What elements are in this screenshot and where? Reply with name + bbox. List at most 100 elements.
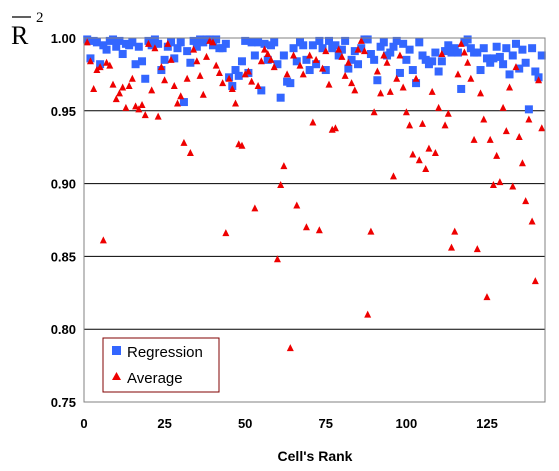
regression-point — [263, 55, 272, 64]
average-point — [257, 57, 265, 65]
regression-point — [431, 48, 440, 57]
average-point — [441, 121, 449, 129]
average-point — [86, 57, 94, 65]
average-point — [261, 45, 269, 53]
average-point — [144, 39, 152, 47]
regression-point — [457, 84, 466, 93]
regression-point — [337, 45, 346, 54]
regression-point — [183, 47, 192, 56]
y-tick-label: 0.85 — [51, 249, 76, 264]
average-point — [370, 108, 378, 116]
x-tick-label: 75 — [319, 416, 333, 431]
average-point — [209, 38, 217, 46]
regression-point — [412, 79, 421, 88]
average-point — [177, 92, 185, 100]
y-tick-label: 0.90 — [51, 177, 76, 192]
regression-point — [325, 36, 334, 45]
average-point — [122, 103, 130, 111]
regression-point — [386, 48, 395, 57]
regression-point — [518, 45, 527, 54]
regression-point — [453, 48, 462, 57]
regression-point — [537, 51, 546, 60]
average-point — [325, 80, 333, 88]
regression-point — [418, 51, 427, 60]
average-point — [483, 293, 491, 301]
regression-point — [515, 64, 524, 73]
regression-point — [463, 35, 472, 44]
regression-point — [357, 44, 366, 53]
regression-point — [305, 66, 314, 75]
tick-labels: 0.75 0.80 0.85 0.90 0.95 1.00 0 25 50 75 100 125 — [51, 31, 498, 431]
average-point — [244, 67, 252, 75]
legend-box — [102, 337, 220, 393]
regression-point — [154, 39, 163, 48]
regression-point — [363, 35, 372, 44]
average-point — [489, 181, 497, 189]
average-point — [96, 63, 104, 71]
regression-point — [334, 51, 343, 60]
regression-point — [289, 44, 298, 53]
average-point — [83, 38, 91, 46]
average-point — [132, 102, 140, 110]
regression-point — [366, 50, 375, 59]
average-point — [203, 52, 211, 60]
plot-frame — [83, 37, 546, 403]
y-tick-label: 0.80 — [51, 322, 76, 337]
x-tick-label: 100 — [396, 416, 418, 431]
average-point — [241, 70, 249, 78]
regression-point — [292, 57, 301, 66]
regression-point — [131, 60, 140, 69]
regression-point — [186, 58, 195, 67]
average-point — [509, 182, 517, 190]
average-point — [418, 119, 426, 127]
average-point — [270, 63, 278, 71]
regression-point — [312, 60, 321, 69]
average-point — [457, 39, 465, 47]
average-point — [448, 243, 456, 251]
regression-point — [167, 38, 176, 47]
regression-point — [260, 39, 269, 48]
average-point — [535, 76, 543, 84]
regression-point — [286, 79, 295, 88]
regression-point — [354, 60, 363, 69]
average-point — [196, 71, 204, 79]
regression-point — [350, 47, 359, 56]
average-point — [254, 82, 262, 90]
regression-point — [331, 41, 340, 50]
regression-point — [270, 38, 279, 47]
regression-point — [308, 41, 317, 50]
average-point — [115, 89, 123, 97]
x-tick-label: 125 — [476, 416, 498, 431]
legend: Regression Average — [102, 337, 220, 393]
regression-point — [231, 66, 240, 75]
average-point — [238, 141, 246, 149]
regression-point — [415, 38, 424, 47]
regression-point — [389, 42, 398, 51]
average-point — [199, 90, 207, 98]
y-axis-label-superscript: 2 — [36, 10, 44, 26]
average-point — [425, 144, 433, 152]
regression-point — [173, 44, 182, 53]
average-point — [470, 135, 478, 143]
regression-point — [370, 55, 379, 64]
average-point — [167, 55, 175, 63]
average-point — [293, 201, 301, 209]
regression-point — [302, 55, 311, 64]
average-point — [393, 74, 401, 82]
x-axis-label: Cell's Rank — [278, 448, 353, 464]
legend-marker-average — [112, 372, 121, 380]
average-point — [409, 150, 417, 158]
regression-point — [254, 38, 263, 47]
average-point — [351, 86, 359, 94]
average-point — [438, 50, 446, 58]
regression-point — [138, 57, 147, 66]
average-point — [477, 89, 485, 97]
regression-point — [150, 35, 159, 44]
y-tick-label: 0.95 — [51, 104, 76, 119]
average-point — [109, 80, 117, 88]
average-point — [212, 61, 220, 69]
regression-point — [237, 57, 246, 66]
average-point — [125, 82, 133, 90]
average-point — [357, 36, 365, 44]
average-point — [496, 178, 504, 186]
